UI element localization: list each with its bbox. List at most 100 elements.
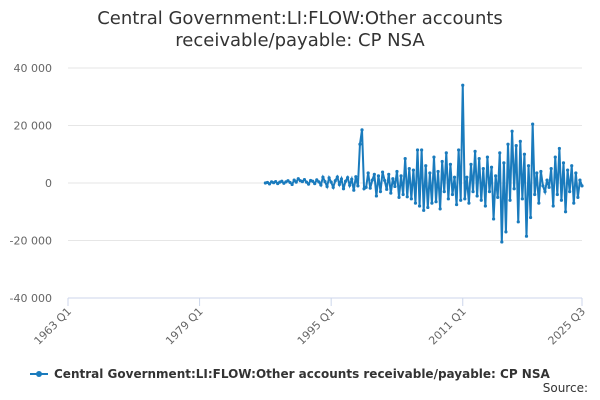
point bbox=[551, 204, 555, 208]
point bbox=[280, 179, 284, 183]
point bbox=[428, 171, 432, 175]
point bbox=[368, 186, 372, 190]
point bbox=[397, 195, 401, 199]
point bbox=[512, 187, 516, 191]
point bbox=[364, 185, 368, 189]
x-tick-label: 1995 Q1 bbox=[295, 305, 338, 348]
point bbox=[385, 187, 389, 191]
point bbox=[500, 240, 504, 244]
series-line bbox=[265, 85, 583, 242]
point bbox=[422, 208, 426, 212]
point bbox=[323, 179, 327, 184]
point bbox=[561, 161, 566, 165]
point bbox=[485, 155, 490, 159]
point bbox=[409, 197, 413, 201]
point bbox=[568, 190, 572, 194]
point bbox=[335, 175, 339, 179]
point bbox=[420, 148, 424, 152]
point bbox=[395, 169, 399, 174]
point bbox=[321, 175, 325, 179]
legend-marker bbox=[36, 371, 42, 377]
point bbox=[576, 195, 580, 199]
y-tick-label: -20 000 bbox=[10, 235, 52, 248]
point bbox=[304, 180, 309, 184]
point bbox=[529, 215, 533, 220]
point bbox=[479, 198, 483, 202]
point bbox=[524, 234, 529, 238]
point bbox=[469, 162, 473, 166]
point bbox=[444, 151, 448, 155]
point bbox=[354, 175, 358, 179]
point bbox=[477, 156, 481, 161]
point bbox=[315, 178, 319, 182]
point bbox=[496, 195, 500, 199]
point bbox=[333, 179, 337, 183]
point bbox=[341, 187, 346, 191]
point bbox=[405, 195, 409, 199]
point bbox=[327, 176, 331, 180]
point bbox=[391, 177, 395, 181]
point bbox=[380, 170, 385, 174]
point bbox=[531, 122, 535, 126]
point bbox=[438, 207, 442, 211]
point bbox=[557, 146, 561, 151]
point bbox=[498, 151, 502, 155]
point bbox=[343, 179, 348, 183]
point bbox=[572, 201, 576, 205]
y-tick-label: -40 000 bbox=[10, 292, 52, 305]
point bbox=[508, 198, 512, 202]
point bbox=[465, 175, 469, 179]
point bbox=[370, 178, 374, 182]
point bbox=[292, 178, 296, 182]
point bbox=[578, 178, 582, 182]
point bbox=[302, 177, 307, 182]
point bbox=[543, 190, 547, 194]
point bbox=[553, 155, 557, 159]
point bbox=[430, 201, 434, 205]
point bbox=[566, 168, 570, 172]
point bbox=[545, 178, 549, 182]
point bbox=[450, 192, 455, 197]
x-tick-label: 2025 Q3 bbox=[546, 305, 589, 348]
point bbox=[350, 177, 354, 181]
point bbox=[514, 144, 518, 148]
point bbox=[539, 169, 543, 174]
point bbox=[374, 194, 378, 198]
point bbox=[475, 194, 479, 198]
point bbox=[339, 177, 344, 181]
point bbox=[520, 197, 524, 201]
point bbox=[434, 200, 438, 204]
point bbox=[399, 174, 403, 178]
point bbox=[366, 171, 370, 175]
point bbox=[346, 175, 350, 180]
point bbox=[452, 175, 457, 179]
point bbox=[311, 179, 315, 183]
point bbox=[352, 188, 356, 192]
point bbox=[506, 142, 510, 146]
point bbox=[288, 180, 292, 185]
point bbox=[555, 192, 559, 197]
point bbox=[473, 149, 477, 153]
x-tick-label: 1979 Q1 bbox=[163, 305, 206, 348]
y-tick-label: 0 bbox=[45, 177, 52, 190]
point bbox=[533, 192, 537, 197]
point bbox=[526, 164, 531, 168]
x-tick-label: 1963 Q1 bbox=[32, 305, 75, 348]
point bbox=[549, 167, 553, 171]
point bbox=[535, 171, 539, 175]
point bbox=[516, 220, 520, 224]
point bbox=[296, 177, 300, 181]
point bbox=[494, 174, 498, 178]
point bbox=[383, 178, 387, 183]
point bbox=[417, 204, 422, 208]
point bbox=[378, 190, 383, 194]
point bbox=[319, 183, 323, 187]
point bbox=[348, 183, 352, 187]
point bbox=[570, 164, 574, 168]
point bbox=[290, 182, 294, 187]
point bbox=[294, 180, 298, 184]
point bbox=[393, 184, 397, 189]
point bbox=[483, 204, 487, 208]
point bbox=[448, 162, 453, 166]
